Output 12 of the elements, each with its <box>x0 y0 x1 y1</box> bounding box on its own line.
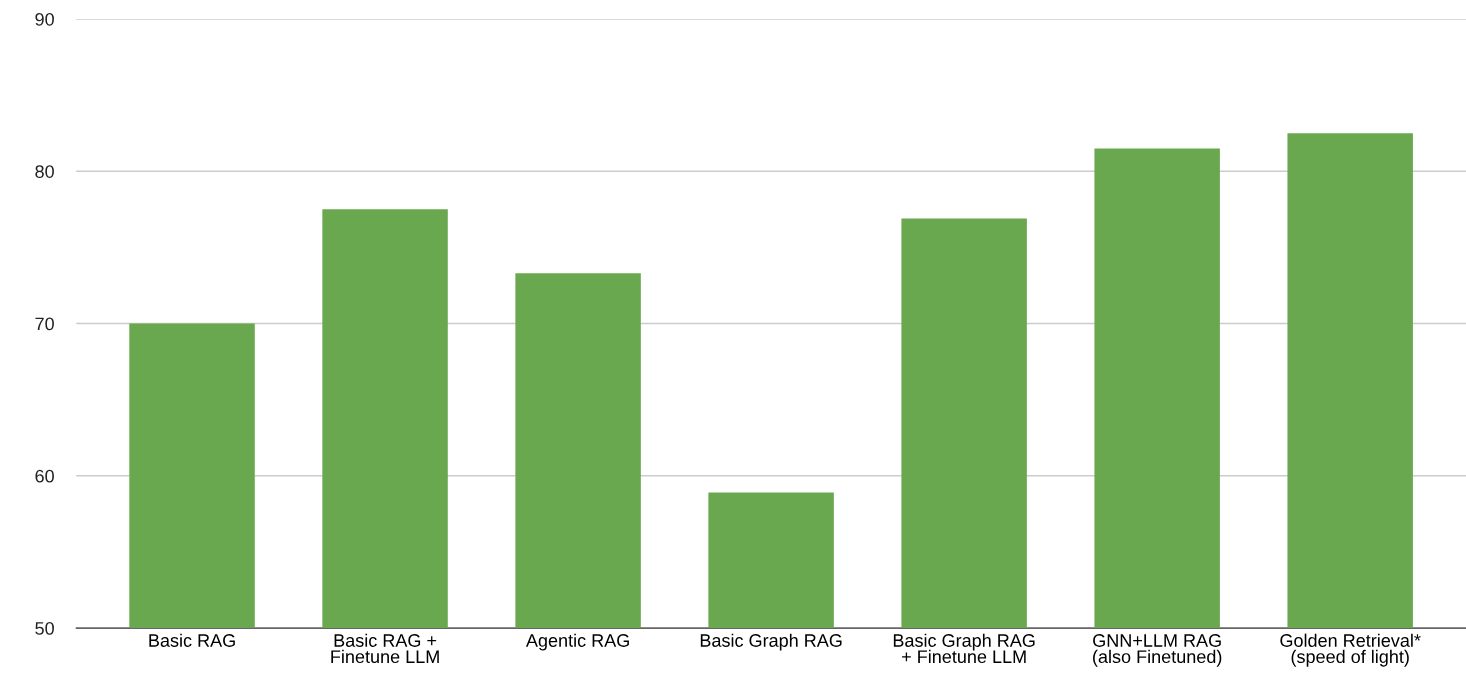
y-tick-label: 90 <box>35 12 54 26</box>
x-tick-label: Agentic RAG <box>525 633 629 651</box>
y-tick-label: 80 <box>35 165 54 178</box>
y-tick-label: 70 <box>35 317 54 331</box>
y-tick-label: 60 <box>35 469 54 483</box>
x-tick-label: Basic Graph RAG + Finetune LLM <box>893 633 1035 664</box>
x-tick-label: Basic Graph RAG <box>700 633 842 651</box>
x-tick-label: Golden Retrieval* (speed of light) <box>1280 633 1421 667</box>
x-tick-label: Basic RAG + Finetune LLM <box>331 633 439 664</box>
x-tick-label: Basic RAG <box>149 633 235 647</box>
x-tick-label: GNN+LLM RAG (also Finetuned) <box>1093 634 1222 667</box>
y-tick-label: 50 <box>35 622 54 635</box>
